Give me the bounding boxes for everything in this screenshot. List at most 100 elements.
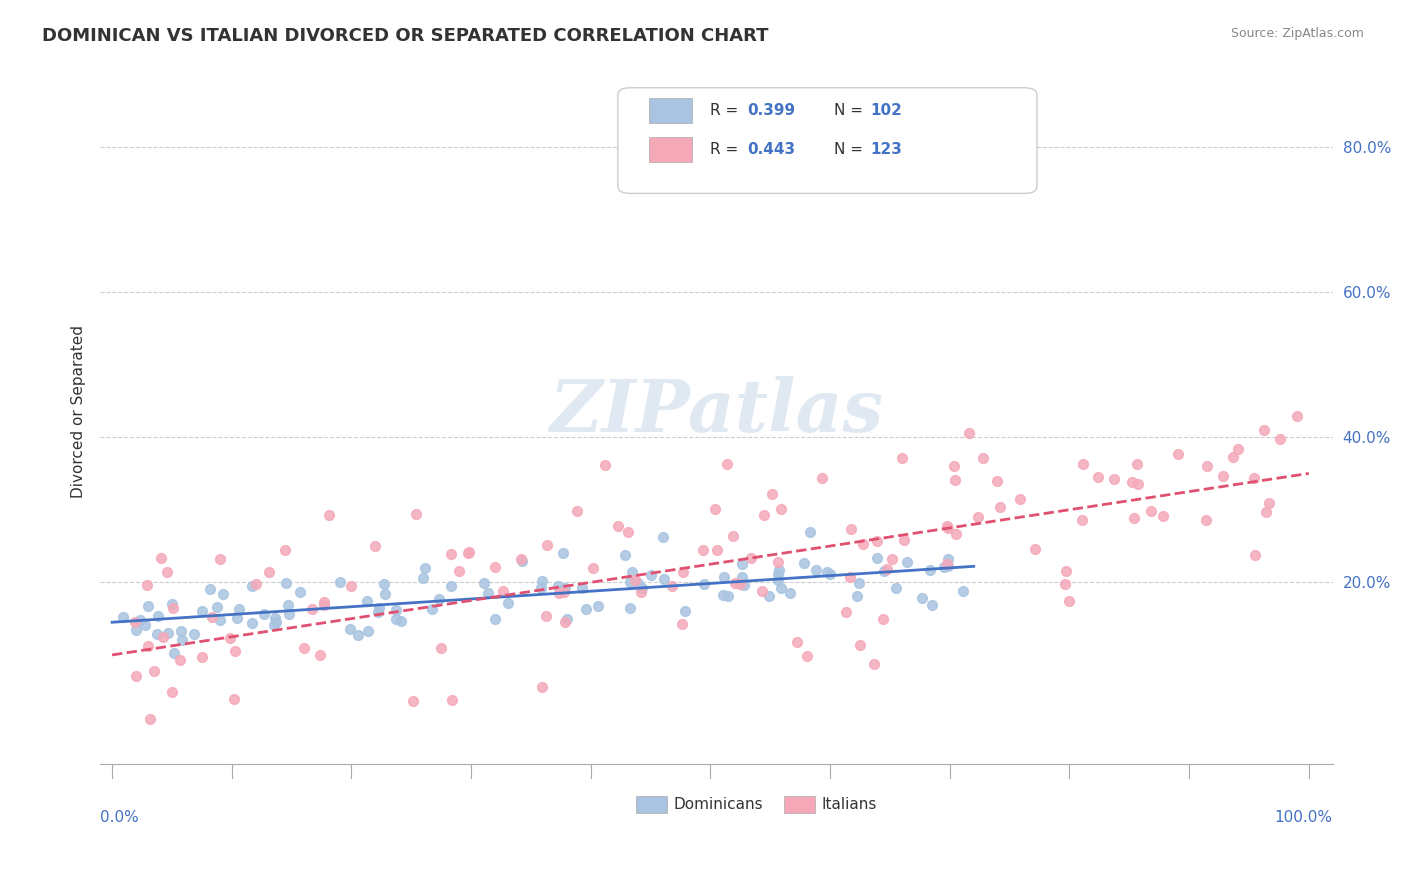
Point — [200, 609, 222, 624]
Point — [768, 562, 790, 576]
Point — [880, 552, 903, 566]
Point — [288, 585, 311, 599]
Point — [952, 584, 974, 599]
Point — [986, 474, 1008, 488]
Point — [498, 596, 520, 610]
Point — [872, 612, 894, 626]
Point — [713, 569, 735, 583]
Point — [921, 598, 943, 612]
Point — [1244, 549, 1267, 563]
Point — [162, 601, 184, 615]
Point — [911, 591, 934, 605]
Point — [1226, 442, 1249, 457]
Point — [575, 602, 598, 616]
Point — [593, 458, 616, 472]
Point — [731, 557, 754, 571]
Text: DOMINICAN VS ITALIAN DIVORCED OR SEPARATED CORRELATION CHART: DOMINICAN VS ITALIAN DIVORCED OR SEPARAT… — [42, 27, 769, 45]
Point — [314, 599, 336, 613]
Point — [606, 518, 628, 533]
Point — [155, 565, 177, 579]
Point — [1125, 457, 1147, 471]
Point — [160, 684, 183, 698]
Point — [988, 500, 1011, 514]
Point — [652, 572, 675, 586]
Point — [972, 451, 994, 466]
Point — [623, 573, 645, 587]
FancyBboxPatch shape — [648, 137, 692, 161]
Point — [1070, 513, 1092, 527]
Point — [1024, 541, 1046, 556]
Point — [156, 626, 179, 640]
Point — [935, 518, 957, 533]
Text: 0.0%: 0.0% — [100, 810, 139, 824]
Point — [547, 579, 569, 593]
Point — [1253, 423, 1275, 437]
Point — [1054, 564, 1077, 578]
Point — [1197, 459, 1219, 474]
Point — [957, 425, 980, 440]
Point — [534, 608, 557, 623]
Point — [553, 585, 575, 599]
Point — [936, 551, 959, 566]
Point — [357, 624, 380, 639]
Point — [820, 566, 842, 581]
Point — [163, 646, 186, 660]
Text: Italians: Italians — [821, 797, 876, 813]
Point — [124, 615, 146, 630]
Point — [259, 566, 281, 580]
Point — [758, 589, 780, 603]
Point — [149, 550, 172, 565]
Point — [779, 586, 801, 600]
Point — [770, 502, 793, 516]
Point — [441, 692, 464, 706]
Point — [405, 508, 427, 522]
Point — [274, 542, 297, 557]
Point — [211, 587, 233, 601]
Point — [339, 579, 361, 593]
Point — [530, 680, 553, 694]
Point — [440, 578, 463, 592]
Point — [183, 626, 205, 640]
Point — [170, 624, 193, 638]
Point — [852, 537, 875, 551]
Point — [245, 576, 267, 591]
Point — [547, 585, 569, 599]
Point — [111, 610, 134, 624]
Point — [143, 664, 166, 678]
Point — [692, 577, 714, 591]
Point — [134, 618, 156, 632]
Point — [786, 635, 808, 649]
Point — [733, 578, 755, 592]
Point — [619, 601, 641, 615]
Point — [614, 548, 637, 562]
Point — [555, 612, 578, 626]
Point — [581, 561, 603, 575]
Point — [274, 575, 297, 590]
Point — [588, 599, 610, 613]
Point — [477, 585, 499, 599]
Point — [146, 609, 169, 624]
Point — [724, 575, 747, 590]
Point — [1053, 577, 1076, 591]
Point — [661, 579, 683, 593]
Point — [766, 574, 789, 588]
Point — [170, 633, 193, 648]
Point — [721, 529, 744, 543]
Point — [162, 597, 184, 611]
Point — [264, 615, 287, 629]
Point — [630, 585, 652, 599]
Point — [339, 622, 361, 636]
Point — [385, 602, 408, 616]
Point — [1268, 432, 1291, 446]
Y-axis label: Divorced or Separated: Divorced or Separated — [72, 326, 86, 499]
Point — [1139, 504, 1161, 518]
Point — [799, 525, 821, 540]
Point — [876, 562, 898, 576]
Point — [554, 581, 576, 595]
Point — [125, 624, 148, 638]
Point — [263, 617, 285, 632]
Text: Dominicans: Dominicans — [673, 797, 763, 813]
Point — [1258, 496, 1281, 510]
Point — [457, 545, 479, 559]
Text: N =: N = — [834, 142, 868, 156]
